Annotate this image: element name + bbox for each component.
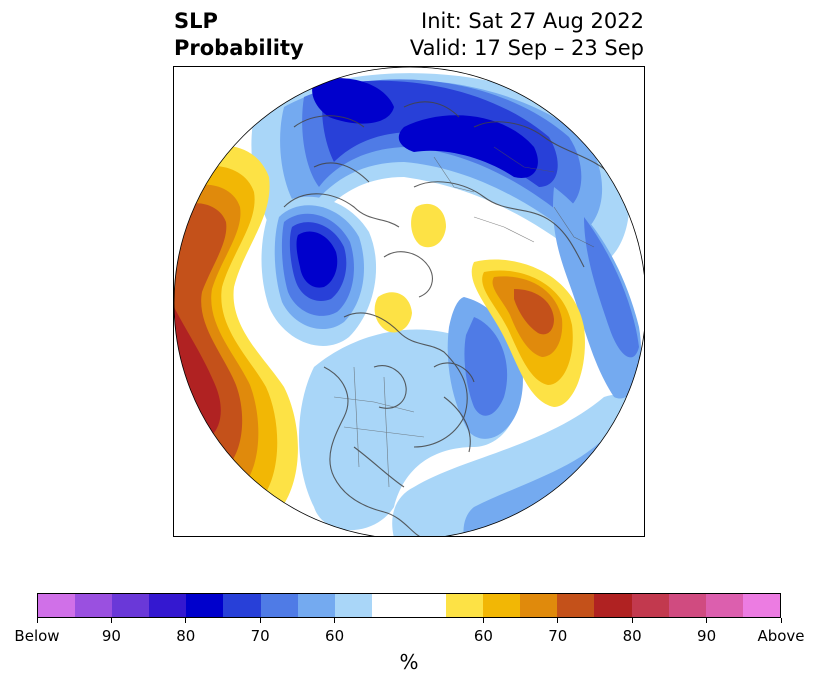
colorbar-segment [705,594,743,617]
colorbar-tick-label: 60 [473,627,493,645]
colorbar-segment [223,594,261,617]
colorbar [37,593,781,618]
colorbar-segment [631,594,669,617]
chart-title: SLP Probability [174,8,304,62]
forecast-dates: Init: Sat 27 Aug 2022 Valid: 17 Sep – 23… [410,8,644,62]
colorbar-segment [186,594,224,617]
colorbar-tick-label: Below [14,627,60,645]
title-variable: SLP [174,9,218,33]
colorbar-segment [38,594,76,617]
colorbar-tick-mark [185,618,187,623]
colorbar-segment [371,594,447,617]
above-normal-eurasia [374,203,585,407]
colorbar-segment [149,594,187,617]
colorbar-tick-mark [334,618,336,623]
colorbar-tick-mark [482,618,484,623]
polar-map [173,66,645,537]
colorbar-tick-label: 70 [250,627,270,645]
colorbar-segment [334,594,372,617]
colorbar-segment [297,594,335,617]
colorbar-segment [557,594,595,617]
colorbar-segment [112,594,150,617]
colorbar-tick-label: 80 [176,627,196,645]
colorbar-tick-mark [557,618,559,623]
colorbar-segment [446,594,484,617]
colorbar-tick-label: 80 [622,627,642,645]
below-normal-west [261,196,377,346]
colorbar-tick-label: 70 [548,627,568,645]
colorbar-tick-mark [110,618,112,623]
colorbar-segment [520,594,558,617]
colorbar-segment [483,594,521,617]
colorbar-tick-mark [780,618,782,623]
colorbar-tick-label: 90 [697,627,717,645]
below-normal-north [251,73,630,267]
colorbar-segment [260,594,298,617]
colorbar-tick-label: Above [757,627,805,645]
colorbar-segment [594,594,632,617]
country-borders [333,146,595,488]
colorbar-segment [668,594,706,617]
colorbar-tick-mark [706,618,708,623]
title-metric: Probability [174,36,304,60]
colorbar-segment [75,594,113,617]
map-canvas [174,67,644,536]
init-date: Init: Sat 27 Aug 2022 [421,9,644,33]
colorbar-segment [742,594,780,617]
colorbar-tick-label: 90 [101,627,121,645]
colorbar-unit-label: % [399,650,419,674]
colorbar-tick-mark [36,618,38,623]
probability-field [174,67,644,536]
colorbar-tick-mark [259,618,261,623]
colorbar-tick-label: 60 [325,627,345,645]
colorbar-tick-mark [631,618,633,623]
valid-range: Valid: 17 Sep – 23 Sep [409,36,644,60]
